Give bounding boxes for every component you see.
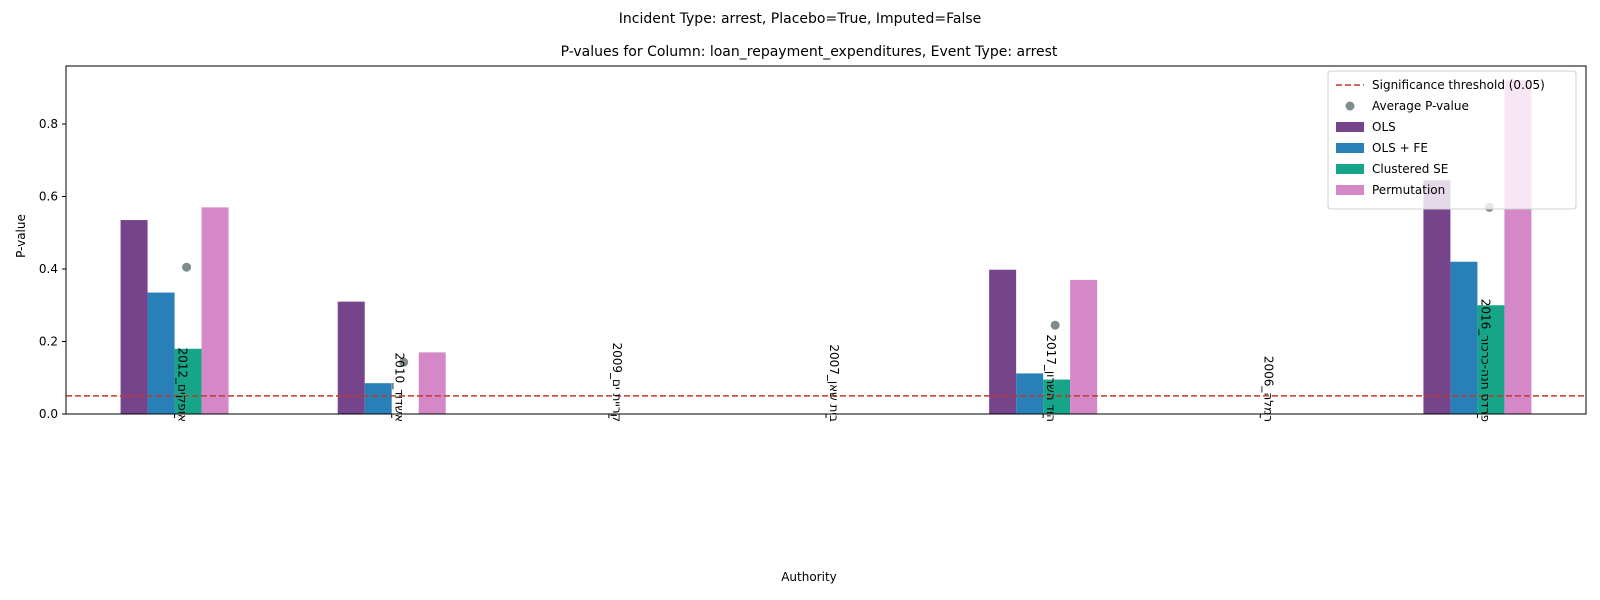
y-tick-label-4: 0.8 bbox=[39, 117, 58, 131]
legend-threshold-label: Significance threshold (0.05) bbox=[1372, 78, 1545, 92]
legend-swatch-2 bbox=[1336, 164, 1364, 174]
plot-area: 0.0 0.2 0.4 0.6 0.8 אופקים_2012 אשדוד_2010 קריי… bbox=[39, 65, 1587, 423]
legend-swatch-0 bbox=[1336, 122, 1364, 132]
legend-average-swatch bbox=[1345, 101, 1355, 111]
y-tick-label-0: 0.0 bbox=[39, 407, 58, 421]
bar-ols-fe-1 bbox=[364, 383, 392, 414]
bar-ols-1 bbox=[337, 301, 365, 414]
x-tick-label-5: רמלה_2006 bbox=[1261, 356, 1275, 422]
legend-series-label-3: Permutation bbox=[1372, 183, 1445, 197]
legend-swatch-3 bbox=[1336, 185, 1364, 195]
figure-suptitle: Incident Type: arrest, Placebo=True, Imp… bbox=[619, 11, 982, 27]
legend-average-label: Average P-value bbox=[1372, 99, 1469, 113]
bar-ols-fe-4 bbox=[1016, 373, 1044, 414]
bar-ols-fe-0 bbox=[147, 292, 175, 414]
bar-ols-6 bbox=[1423, 180, 1451, 414]
legend-series-label-1: OLS + FE bbox=[1372, 141, 1428, 155]
bar-ols-fe-6 bbox=[1450, 261, 1478, 414]
bar-permutation-0 bbox=[201, 207, 229, 414]
y-axis-label: P-value bbox=[14, 214, 28, 258]
x-tick-label-6: פרדס חנה-כרכור_2016 bbox=[1478, 299, 1492, 422]
x-tick-label-4: הוד השרון_2017 bbox=[1044, 334, 1058, 422]
y-tick-label-1: 0.2 bbox=[39, 335, 58, 349]
bar-clustered-se-0 bbox=[174, 348, 202, 414]
legend-box bbox=[1327, 70, 1577, 210]
legend-swatch-1 bbox=[1336, 143, 1364, 153]
x-tick-label-3: בית שאן_2007 bbox=[827, 344, 841, 422]
x-tick-label-0: אופקים_2012 bbox=[176, 348, 190, 423]
bar-permutation-4 bbox=[1070, 279, 1098, 414]
x-axis-label: Authority bbox=[781, 570, 837, 584]
legend-series-label-2: Clustered SE bbox=[1372, 162, 1448, 176]
y-tick-label-3: 0.6 bbox=[39, 190, 58, 204]
bar-ols-4 bbox=[989, 269, 1017, 414]
bar-permutation-1 bbox=[418, 352, 446, 414]
y-tick-label-2: 0.4 bbox=[39, 262, 58, 276]
x-tick-label-1: אשדוד_2010 bbox=[393, 353, 407, 422]
average-p-value-marker-1 bbox=[399, 357, 409, 367]
average-p-value-marker-4 bbox=[1050, 320, 1060, 330]
average-p-value-marker-0 bbox=[182, 262, 192, 272]
bar-ols-0 bbox=[120, 220, 148, 414]
chart-title: P-values for Column: loan_repayment_expe… bbox=[561, 44, 1058, 60]
legend-series-label-0: OLS bbox=[1372, 120, 1396, 134]
legend: Significance threshold (0.05) Average P-v… bbox=[1327, 70, 1577, 210]
x-tick-label-2: קריית ים_2009 bbox=[610, 342, 624, 422]
bar-clustered-se-4 bbox=[1043, 379, 1071, 414]
